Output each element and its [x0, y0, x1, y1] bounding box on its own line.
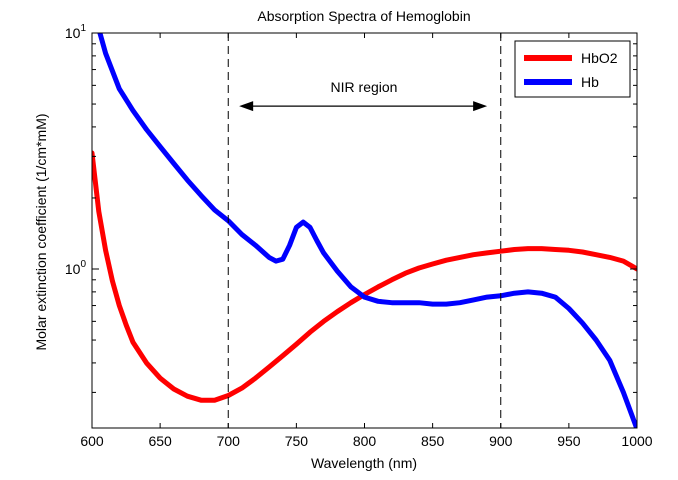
series-layer	[92, 33, 637, 428]
nir-arrow-right-head	[473, 101, 488, 112]
series-line-hb	[97, 33, 637, 428]
x-tick-label: 950	[557, 433, 581, 449]
nir-annotation: NIR region	[239, 79, 488, 112]
nir-arrow-left-head	[239, 101, 254, 112]
y-axis-label: Molar extinction coefficient (1/cm*mM)	[33, 113, 49, 350]
x-tick-label: 600	[80, 433, 104, 449]
x-axis-label: Wavelength (nm)	[311, 455, 417, 471]
x-tick-label: 750	[285, 433, 309, 449]
x-tick-label: 650	[148, 433, 172, 449]
nir-region-label: NIR region	[331, 79, 398, 95]
plot-area: NIR region 600 650 700 750 800 850 900 950 1000 …	[65, 23, 653, 449]
chart-title: Absorption Spectra of Hemoglobin	[257, 8, 470, 24]
x-tick-label: 700	[217, 433, 241, 449]
legend-box	[514, 40, 631, 98]
y-tick-label: 100	[65, 259, 87, 277]
x-tick-label: 1000	[621, 433, 652, 449]
legend-label-hbo2: HbO2	[581, 50, 618, 66]
y-tick-label: 101	[65, 23, 87, 41]
x-tick-label: 900	[489, 433, 513, 449]
legend: HbO2 Hb	[514, 40, 631, 98]
reference-lines	[227, 33, 502, 428]
x-tick-label: 800	[353, 433, 377, 449]
x-tick-label: 850	[421, 433, 445, 449]
series-line-hbo2	[92, 150, 637, 403]
y-axis-ticks: 100 101	[65, 23, 637, 393]
x-axis-ticks: 600 650 700 750 800 850 900 950 1000	[80, 33, 653, 449]
legend-label-hb: Hb	[581, 74, 599, 90]
